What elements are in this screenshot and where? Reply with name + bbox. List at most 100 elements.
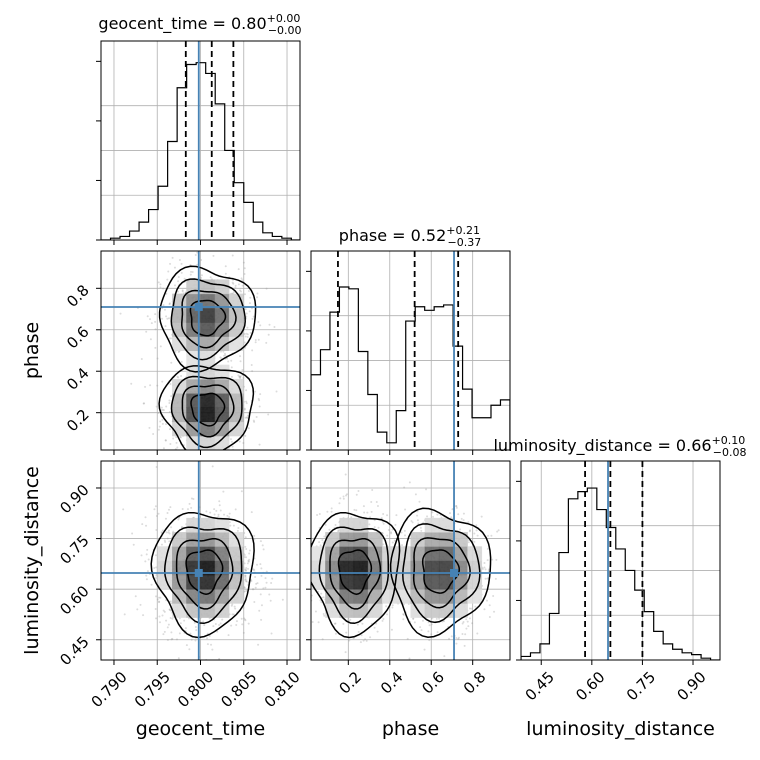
sample-point (259, 593, 262, 596)
sample-point (457, 513, 460, 516)
sample-point (393, 539, 396, 542)
sample-point (410, 520, 413, 523)
sample-point (244, 579, 247, 582)
sample-point (455, 506, 458, 509)
sample-point (140, 554, 143, 557)
sample-point (247, 567, 250, 570)
sample-point (157, 512, 160, 515)
sample-point (184, 457, 186, 459)
sample-point (414, 493, 417, 496)
sample-point (160, 543, 163, 546)
title-lower-error: −0.00 (268, 24, 302, 37)
sample-point (231, 281, 234, 284)
sample-point (144, 385, 147, 388)
sample-point (207, 455, 209, 457)
sample-point (170, 526, 173, 529)
sample-point (328, 528, 331, 531)
sample-point (218, 657, 221, 660)
sample-point (242, 631, 245, 634)
sample-point (245, 589, 248, 592)
sample-point (317, 621, 320, 624)
sample-point (170, 361, 173, 364)
sample-point (178, 258, 181, 261)
sample-point (169, 262, 172, 265)
sample-point (177, 376, 180, 379)
sample-point (486, 547, 489, 550)
sample-point (163, 539, 166, 542)
density-cell (186, 574, 201, 590)
sample-point (154, 328, 157, 331)
sample-point (476, 534, 479, 537)
sample-point (281, 598, 284, 601)
sample-point (181, 289, 184, 292)
sample-point (302, 627, 304, 629)
sample-point (376, 505, 379, 508)
sample-point (232, 282, 235, 285)
x-axis-label-geocent_time: geocent_time (136, 718, 265, 740)
density-cell (410, 574, 426, 590)
sample-point (180, 360, 183, 363)
sample-point (168, 402, 171, 405)
sample-point (253, 420, 256, 423)
sample-point (390, 531, 393, 534)
sample-point (159, 596, 162, 599)
density-cell (453, 546, 468, 561)
sample-point (150, 322, 153, 325)
sample-point (164, 325, 167, 328)
sample-point (262, 587, 265, 590)
sample-point (167, 529, 170, 532)
sample-point (245, 332, 248, 335)
sample-point (468, 607, 471, 610)
sample-point (131, 532, 134, 535)
sample-point (159, 283, 162, 286)
sample-point (265, 581, 268, 584)
sample-point (365, 639, 368, 642)
sample-point (345, 494, 348, 497)
sample-point (342, 497, 345, 500)
sample-point (420, 629, 423, 632)
sample-point (194, 494, 196, 496)
density-cell (228, 378, 244, 394)
sample-point (357, 489, 360, 492)
sample-point (265, 341, 268, 344)
sample-point (448, 637, 451, 640)
panel-title-geocent_time: geocent_time = 0.80+0.00 −0.00 (98, 12, 301, 37)
contour-line (181, 289, 237, 349)
sample-point (157, 428, 160, 431)
y-tick-label: 0.2 (63, 406, 93, 436)
sample-point (355, 493, 358, 496)
sample-point (146, 315, 149, 318)
contour-line (150, 511, 255, 639)
sample-point (244, 568, 247, 571)
sample-point (459, 528, 462, 531)
sample-point (244, 416, 247, 419)
sample-point (376, 630, 379, 633)
sample-point (387, 528, 390, 531)
title-lower-error: −0.37 (447, 236, 481, 249)
sample-point (251, 349, 254, 352)
sample-point (179, 436, 182, 439)
density-cell (467, 546, 483, 561)
sample-point (240, 277, 243, 280)
sample-point (210, 643, 213, 646)
sample-point (154, 313, 157, 316)
sample-point (359, 641, 362, 644)
sample-point (269, 599, 272, 602)
sample-point (229, 438, 232, 441)
sample-point (215, 509, 218, 512)
sample-point (470, 607, 473, 610)
sample-point (330, 507, 333, 510)
sample-point (320, 592, 323, 595)
sample-point (206, 632, 209, 635)
sample-point (262, 548, 265, 551)
sample-point (245, 312, 248, 315)
contour-line (158, 265, 257, 373)
sample-point (226, 514, 229, 517)
sample-point (240, 490, 243, 493)
density-cell (325, 588, 340, 604)
sample-point (259, 563, 262, 566)
histogram-luminosity_distance (521, 487, 720, 660)
sample-point (162, 304, 165, 307)
sample-point (177, 452, 179, 454)
sample-point (171, 637, 174, 640)
